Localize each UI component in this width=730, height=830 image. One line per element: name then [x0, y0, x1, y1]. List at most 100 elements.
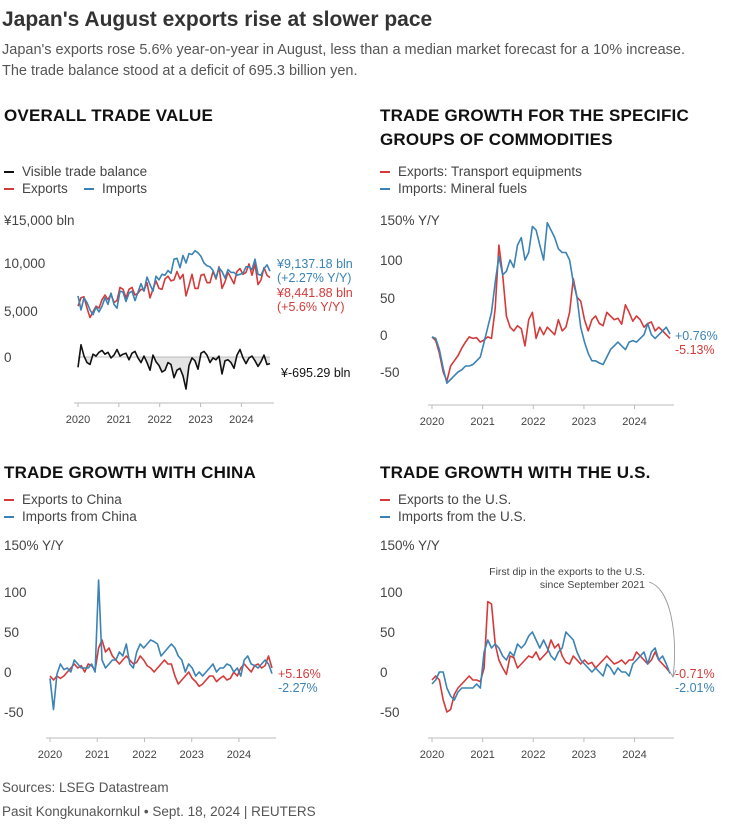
exports-end-label: -5.13% [675, 343, 715, 357]
x-tick-label: 2020 [420, 749, 444, 761]
legend-swatch-exports [4, 187, 14, 190]
legend-commodities: Exports: Transport equipments Imports: M… [380, 163, 582, 197]
x-tick-label: 2020 [420, 416, 444, 428]
legend-item-imports-us: Imports from the U.S. [380, 508, 526, 525]
y-tick-label: 50 [4, 625, 19, 640]
legend-swatch-imports [84, 187, 94, 190]
x-tick-label: 2020 [38, 749, 62, 761]
chart-us: 150% Y/Y 100 50 0 -50 2020 2021 2022 2023 2024 Fir… [380, 538, 715, 761]
chart-commodities: 150% Y/Y 100 50 0 -50 2020 2021 2022 2023 2024 +0.… [380, 213, 718, 428]
legend-us: Exports to the U.S. Imports from the U.S… [380, 491, 526, 525]
legend-swatch-imports [4, 515, 14, 518]
exports-end-label: -0.71% [675, 667, 715, 681]
series-line-exports-to-the-u-s- [431, 600, 671, 713]
legend-item-fuels: Imports: Mineral fuels [380, 180, 582, 197]
x-tick-label: 2023 [179, 749, 203, 761]
annotation-note-line-1: First dip in the exports to the U.S. [489, 566, 645, 578]
exports-value-label: ¥8,441.88 bln [276, 286, 353, 300]
legend-label: Imports from the U.S. [398, 509, 527, 524]
subheadline: Japan's exports rose 5.6% year-on-year i… [2, 42, 686, 79]
y-tick-label: -50 [380, 705, 400, 720]
y-tick-label: 0 [4, 350, 12, 365]
legend-label: Imports: Mineral fuels [398, 181, 528, 196]
exports-end-label: +5.16% [278, 667, 321, 681]
y-tick-label: 50 [380, 291, 395, 306]
legend-label: Imports [102, 181, 148, 196]
imports-end-label: +0.76% [675, 329, 718, 343]
y-unit-label: 150% Y/Y [4, 538, 64, 553]
chart-china: 150% Y/Y 100 50 0 -50 2020 2021 2022 2023 2024 +5.… [4, 538, 321, 761]
legend-item-exports-us: Exports to the U.S. [380, 491, 526, 508]
legend-swatch-exports [380, 170, 390, 173]
x-tick-label: 2024 [229, 414, 253, 426]
legend-china: Exports to China Imports from China [4, 491, 137, 525]
series-line-imports [77, 249, 271, 316]
x-tick-label: 2022 [147, 414, 171, 426]
annotation-note-line-2: since September 2021 [540, 579, 645, 591]
panel-title-us: TRADE GROWTH WITH THE U.S. [380, 463, 651, 482]
credit-line: Pasit Kongkunakornkul • Sept. 18, 2024 |… [2, 804, 316, 819]
imports-end-label: -2.01% [675, 681, 715, 695]
series-line-exports [77, 263, 271, 319]
y-tick-label: -50 [380, 365, 400, 380]
y-tick-label: 50 [380, 625, 395, 640]
legend-swatch-exports [380, 498, 390, 501]
balance-value-label: ¥-695.29 bln [280, 366, 351, 380]
series-line-visible-trade-balance [77, 344, 271, 390]
legend-item-imports: Imports [84, 180, 147, 197]
y-tick-label: 100 [380, 585, 403, 600]
legend-swatch-balance [4, 170, 14, 173]
legend-label: Imports from China [22, 509, 137, 524]
legend-label: Visible trade balance [22, 164, 148, 179]
x-tick-label: 2024 [227, 749, 251, 761]
x-tick-label: 2022 [521, 416, 545, 428]
x-tick-label: 2021 [470, 416, 494, 428]
y-tick-label: 100 [380, 253, 403, 268]
exports-change-label: (+5.6% Y/Y) [277, 300, 345, 314]
imports-value-label: ¥9,137.18 bln [276, 257, 353, 271]
deficit-shade [78, 357, 270, 389]
y-tick-label: 0 [380, 665, 388, 680]
legend-item-transport: Exports: Transport equipments [380, 163, 582, 180]
legend-trade-value: Visible trade balance Exports Imports [4, 163, 147, 196]
y-tick-label: 0 [380, 328, 388, 343]
series-line-imports-from-china [49, 579, 273, 711]
imports-change-label: (+2.27% Y/Y) [277, 271, 351, 285]
y-tick-label: 10,000 [4, 256, 45, 271]
annotation-arrowhead [668, 669, 677, 679]
legend-swatch-imports [380, 187, 390, 190]
legend-item-exports-china: Exports to China [4, 491, 137, 508]
x-tick-label: 2023 [188, 414, 212, 426]
sources-note: Sources: LSEG Datastream [2, 780, 169, 795]
legend-item-balance: Visible trade balance [4, 163, 147, 180]
y-unit-label: 150% Y/Y [380, 213, 440, 228]
y-tick-label: 0 [4, 665, 12, 680]
x-tick-label: 2022 [521, 749, 545, 761]
x-tick-label: 2020 [66, 414, 90, 426]
series-line-imports-from-the-u-s- [431, 631, 671, 701]
panel-title-commodities: TRADE GROWTH FOR THE SPECIFIC GROUPS OF … [380, 106, 689, 149]
x-tick-label: 2023 [572, 416, 596, 428]
panel-title-china: TRADE GROWTH WITH CHINA [4, 463, 257, 482]
x-tick-label: 2021 [85, 749, 109, 761]
series-line-imports-mineral-fuels [431, 221, 671, 384]
legend-label: Exports to the U.S. [398, 492, 512, 507]
legend-swatch-imports [380, 515, 390, 518]
x-tick-label: 2023 [572, 749, 596, 761]
legend-label: Exports to China [22, 492, 122, 507]
annotation-arrow [648, 581, 676, 677]
legend-swatch-exports [4, 498, 14, 501]
x-tick-label: 2021 [107, 414, 131, 426]
x-tick-label: 2024 [622, 416, 646, 428]
headline: Japan's August exports rise at slower pa… [2, 8, 433, 31]
y-unit-label: 150% Y/Y [380, 538, 440, 553]
chart-trade-value: ¥15,000 bln 10,000 5,000 0 2020 2021 2022 2023 2… [3, 213, 353, 426]
y-tick-label: 5,000 [4, 304, 38, 319]
x-tick-label: 2021 [470, 749, 494, 761]
y-tick-label: -50 [4, 705, 24, 720]
legend-item-exports: Exports [4, 180, 68, 197]
y-unit-label: ¥15,000 bln [3, 213, 75, 228]
series-line-exports-transport-equipments [431, 244, 671, 382]
x-tick-label: 2024 [622, 749, 646, 761]
imports-end-label: -2.27% [278, 681, 318, 695]
